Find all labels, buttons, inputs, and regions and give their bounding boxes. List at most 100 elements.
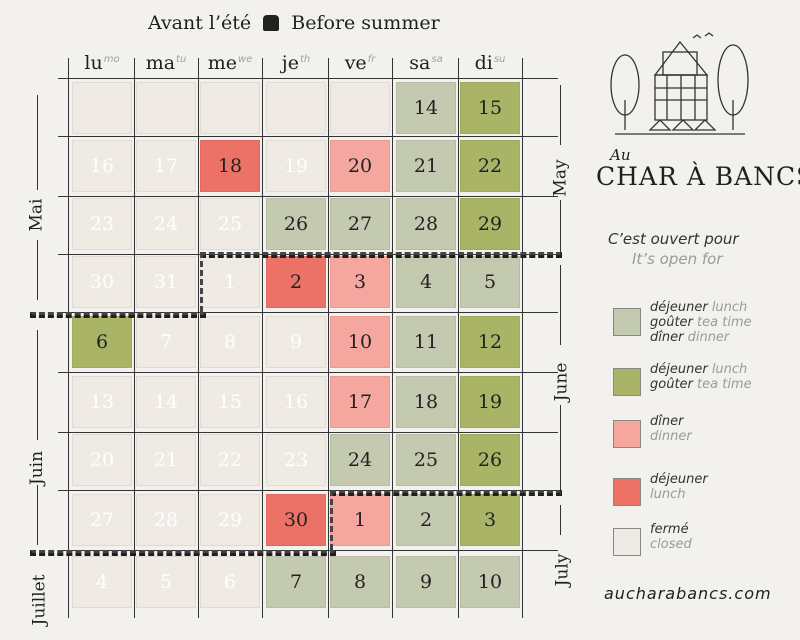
day-number: 7 bbox=[289, 571, 303, 593]
legend-line: déjeuner bbox=[650, 472, 708, 487]
day-number: 28 bbox=[413, 213, 439, 235]
grid-hline bbox=[58, 136, 558, 137]
calendar-day-cell: 13 bbox=[72, 376, 132, 428]
day-number: 8 bbox=[353, 571, 367, 593]
calendar-day-cell: 25 bbox=[200, 198, 260, 250]
calendar-day-cell: 18 bbox=[200, 140, 260, 192]
day-number: 29 bbox=[217, 509, 243, 531]
calendar-day-cell bbox=[330, 82, 390, 134]
calendar-day-cell: 24 bbox=[136, 198, 196, 250]
day-header-ma: matu bbox=[136, 52, 196, 74]
legend-line: déjeuner lunch bbox=[650, 362, 752, 377]
day-header-me: mewe bbox=[200, 52, 260, 74]
calendar-day-cell: 30 bbox=[266, 494, 326, 546]
day-number: 10 bbox=[347, 331, 373, 353]
calendar-day-cell: 12 bbox=[460, 316, 520, 368]
legend-en: dinner bbox=[683, 330, 730, 345]
legend-line: goûter tea time bbox=[650, 377, 752, 392]
legend-line: dîner dinner bbox=[650, 330, 752, 345]
legend-swatch bbox=[613, 420, 641, 448]
day-number: 30 bbox=[283, 509, 309, 531]
month-july: July bbox=[552, 553, 573, 587]
calendar-day-cell: 2 bbox=[396, 494, 456, 546]
day-number: 21 bbox=[413, 155, 439, 177]
legend-label: déjeuner lunch goûter tea time bbox=[650, 362, 752, 392]
calendar-day-cell: 22 bbox=[460, 140, 520, 192]
calendar-day-cell bbox=[72, 82, 132, 134]
calendar-day-cell: 5 bbox=[460, 256, 520, 308]
legend-fr: dîner bbox=[650, 330, 684, 345]
open-for-en: It’s open for bbox=[632, 250, 723, 268]
calendar-day-cell: 8 bbox=[330, 556, 390, 608]
grid-line-top bbox=[58, 78, 558, 79]
day-number: 23 bbox=[283, 449, 309, 471]
day-number: 20 bbox=[89, 449, 115, 471]
calendar-day-cell: 7 bbox=[136, 316, 196, 368]
calendar-day-cell: 4 bbox=[396, 256, 456, 308]
legend-fr: goûter bbox=[650, 377, 693, 392]
day-header-ve: vefr bbox=[330, 52, 390, 74]
day-number: 14 bbox=[413, 97, 439, 119]
day-number: 5 bbox=[159, 571, 173, 593]
day-header-en: fr bbox=[367, 53, 376, 65]
calendar-day-cell: 26 bbox=[266, 198, 326, 250]
legend-fr: déjeuner bbox=[650, 300, 708, 315]
day-number: 12 bbox=[477, 331, 503, 353]
month-may: May bbox=[550, 159, 571, 197]
title-fr: Avant l’été bbox=[148, 12, 252, 34]
calendar-day-cell: 30 bbox=[72, 256, 132, 308]
juin-bar-top bbox=[37, 330, 38, 440]
day-number: 18 bbox=[217, 155, 243, 177]
calendar-day-cell: 28 bbox=[396, 198, 456, 250]
month-boundary-line bbox=[200, 252, 203, 312]
day-header-fr: sa bbox=[409, 52, 431, 74]
month-juin: Juin bbox=[27, 450, 48, 486]
month-juillet: Juillet bbox=[29, 574, 50, 626]
day-header-fr: ve bbox=[344, 52, 367, 74]
grid-vline bbox=[68, 58, 69, 618]
calendar-day-cell: 16 bbox=[266, 376, 326, 428]
day-number: 10 bbox=[477, 571, 503, 593]
legend-en: tea time bbox=[692, 377, 752, 392]
day-number: 4 bbox=[95, 571, 109, 593]
grid-hline bbox=[58, 490, 558, 491]
page-title: Avant l’été Before summer bbox=[148, 12, 440, 34]
day-number: 9 bbox=[419, 571, 433, 593]
day-number: 13 bbox=[89, 391, 115, 413]
legend-line: goûter tea time bbox=[650, 315, 752, 330]
mai-bar-top bbox=[37, 95, 38, 190]
website-link[interactable]: aucharabancs.com bbox=[604, 584, 772, 603]
day-header-en: sa bbox=[431, 53, 443, 65]
day-number: 14 bbox=[153, 391, 179, 413]
legend-label: déjeuner lunch bbox=[650, 472, 708, 502]
legend-swatch bbox=[613, 308, 641, 336]
calendar-day-cell: 17 bbox=[330, 376, 390, 428]
day-number: 6 bbox=[95, 331, 109, 353]
calendar-day-cell: 3 bbox=[460, 494, 520, 546]
day-number: 4 bbox=[419, 271, 433, 293]
day-header-en: su bbox=[493, 53, 506, 65]
calendar-day-cell: 27 bbox=[72, 494, 132, 546]
calendar-day-cell: 8 bbox=[200, 316, 260, 368]
day-number: 5 bbox=[483, 271, 497, 293]
day-number: 15 bbox=[217, 391, 243, 413]
legend-fr: déjeuner bbox=[650, 472, 708, 487]
month-boundary-line bbox=[30, 312, 206, 318]
day-number: 26 bbox=[283, 213, 309, 235]
calendar-day-cell: 14 bbox=[136, 376, 196, 428]
month-boundary-line bbox=[30, 550, 336, 556]
title-en: Before summer bbox=[291, 12, 440, 34]
day-header-en: tu bbox=[176, 53, 187, 65]
legend-label: déjeuner lunch goûter tea time dîner dinne… bbox=[650, 300, 752, 345]
day-number: 26 bbox=[477, 449, 503, 471]
grid-vline bbox=[392, 58, 393, 618]
legend-swatch bbox=[613, 528, 641, 556]
mai-bar-bottom bbox=[37, 240, 38, 300]
legend-fr: fermé bbox=[650, 522, 689, 537]
legend-fr: déjeuner bbox=[650, 362, 708, 377]
calendar-day-cell: 10 bbox=[460, 556, 520, 608]
day-number: 21 bbox=[153, 449, 179, 471]
day-number: 3 bbox=[353, 271, 367, 293]
month-boundary-line bbox=[330, 490, 562, 496]
day-header-fr: lu bbox=[84, 52, 103, 74]
